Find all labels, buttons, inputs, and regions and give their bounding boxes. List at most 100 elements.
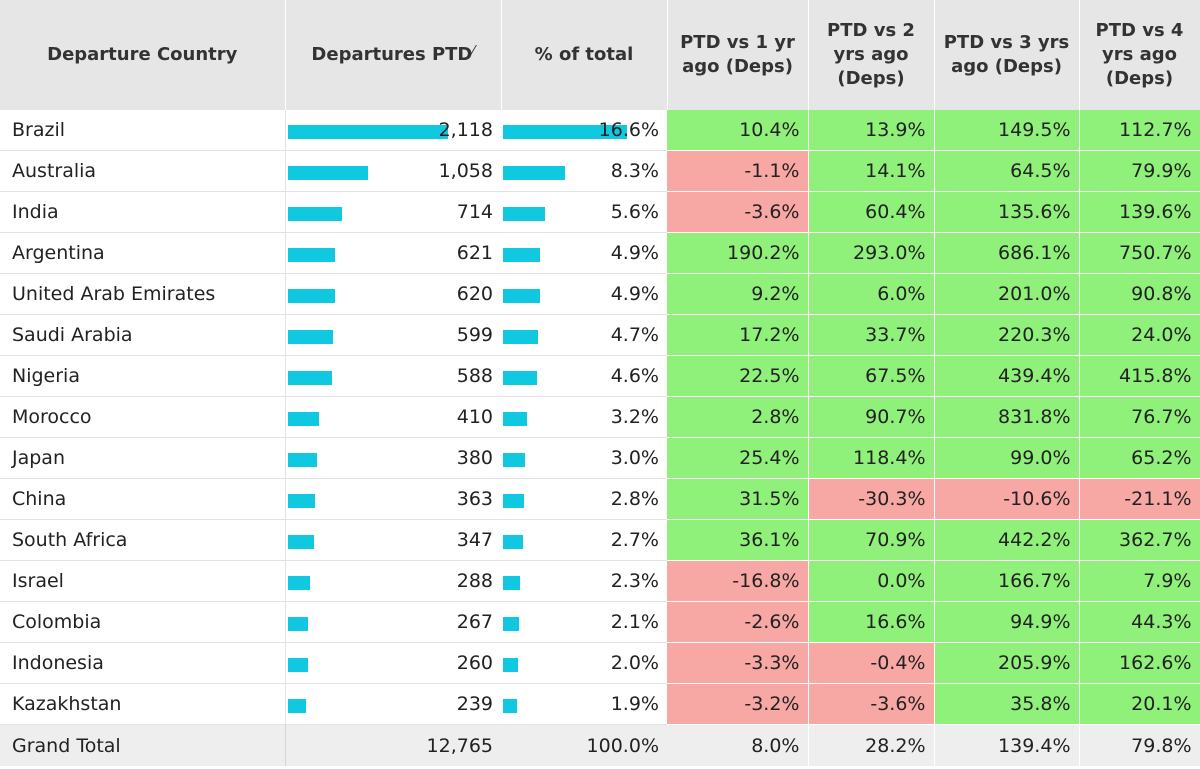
table-row[interactable]: Saudi Arabia 599 4.7% 17.2% 33.7% 220.3% 24.0% (0, 314, 1200, 356)
table-row[interactable]: Israel 288 2.3% -16.8% 0.0% 166.7% 7.9% (0, 560, 1200, 602)
ptd4-change-cell: 415.8% (1079, 355, 1200, 397)
country-cell: Indonesia (0, 642, 286, 684)
col-header-ptd3[interactable]: PTD vs 3 yrs ago (Deps) (934, 0, 1080, 110)
departures-cell: 363 (285, 478, 501, 520)
col-header-share[interactable]: % of total (501, 0, 668, 110)
share-cell: 2.7% (501, 519, 667, 561)
grand-total-ptd1: 8.0% (667, 724, 809, 766)
ptd1-change-cell: -2.6% (667, 601, 809, 643)
ptd1-change-cell: -1.1% (667, 150, 809, 192)
ptd3-change-cell: 442.2% (934, 519, 1080, 561)
share-cell: 5.6% (501, 191, 667, 233)
departures-bar (287, 412, 319, 426)
ptd1-change-cell: 10.4% (667, 110, 809, 151)
grand-total-share: 100.0% (501, 724, 667, 766)
ptd2-change-cell: 60.4% (808, 191, 935, 233)
departures-bar (287, 248, 335, 262)
departures-bar (287, 658, 308, 672)
ptd1-change-cell: -3.3% (667, 642, 809, 684)
share-value: 4.7% (610, 324, 659, 346)
country-cell: Saudi Arabia (0, 314, 286, 356)
departures-value: 620 (456, 283, 493, 305)
ptd2-change-cell: -30.3% (808, 478, 935, 520)
departures-cell: 260 (285, 642, 501, 684)
departures-value: 239 (456, 693, 493, 715)
departures-bar (287, 330, 333, 344)
col-header-ptd4[interactable]: PTD vs 4 yrs ago (Deps) (1079, 0, 1200, 110)
table-row[interactable]: Morocco 410 3.2% 2.8% 90.7% 831.8% 76.7% (0, 396, 1200, 438)
table-row[interactable]: Kazakhstan 239 1.9% -3.2% -3.6% 35.8% 20.1% (0, 683, 1200, 725)
header-row: Departure Country Departures PTD⁄ % of t… (0, 0, 1200, 110)
grand-total-row: Grand Total 12,765 100.0% 8.0% 28.2% 139.4% 79… (0, 724, 1200, 766)
ptd1-change-cell: 31.5% (667, 478, 809, 520)
share-bar (503, 617, 519, 631)
share-cell: 2.3% (501, 560, 667, 602)
country-cell: United Arab Emirates (0, 273, 286, 315)
ptd4-change-cell: 162.6% (1079, 642, 1200, 684)
table-row[interactable]: Japan 380 3.0% 25.4% 118.4% 99.0% 65.2% (0, 437, 1200, 479)
table-row[interactable]: China 363 2.8% 31.5% -30.3% -10.6% -21.1% (0, 478, 1200, 520)
share-bar (503, 494, 524, 508)
share-bar (503, 125, 627, 139)
departures-bar (287, 207, 342, 221)
table-row[interactable]: Colombia 267 2.1% -2.6% 16.6% 94.9% 44.3% (0, 601, 1200, 643)
ptd4-change-cell: 90.8% (1079, 273, 1200, 315)
share-bar (503, 289, 540, 303)
country-cell: Japan (0, 437, 286, 479)
country-cell: Colombia (0, 601, 286, 643)
share-value: 2.3% (610, 570, 659, 592)
ptd4-change-cell: 139.6% (1079, 191, 1200, 233)
share-cell: 1.9% (501, 683, 667, 725)
share-cell: 4.7% (501, 314, 667, 356)
departures-cell: 239 (285, 683, 501, 725)
ptd4-change-cell: 76.7% (1079, 396, 1200, 438)
col-header-departures-label: Departures PTD (311, 43, 473, 65)
table-body: Brazil 2,118 16.6% 10.4% 13.9% 149.5% 112.7% Au… (0, 110, 1200, 766)
table-row[interactable]: Nigeria 588 4.6% 22.5% 67.5% 439.4% 415.8% (0, 355, 1200, 397)
ptd3-change-cell: 686.1% (934, 232, 1080, 274)
departures-value: 2,118 (438, 119, 493, 141)
departures-bar (287, 166, 368, 180)
departures-value: 410 (456, 406, 493, 428)
share-bar (503, 658, 518, 672)
share-bar (503, 207, 545, 221)
table-row[interactable]: Indonesia 260 2.0% -3.3% -0.4% 205.9% 162.6% (0, 642, 1200, 684)
sort-descending-icon[interactable]: ⁄ (472, 43, 475, 59)
col-header-departures[interactable]: Departures PTD⁄ (285, 0, 502, 110)
ptd3-change-cell: 220.3% (934, 314, 1080, 356)
departures-value: 621 (456, 242, 493, 264)
col-header-ptd1[interactable]: PTD vs 1 yr ago (Deps) (667, 0, 809, 110)
grand-total-ptd4: 79.8% (1079, 724, 1200, 766)
col-header-ptd1-label: PTD vs 1 yr ago (Deps) (680, 31, 795, 77)
table-row[interactable]: Australia 1,058 8.3% -1.1% 14.1% 64.5% 79.9% (0, 150, 1200, 192)
share-value: 3.0% (610, 447, 659, 469)
departures-cell: 1,058 (285, 150, 501, 192)
col-header-ptd2[interactable]: PTD vs 2 yrs ago (Deps) (808, 0, 935, 110)
table-row[interactable]: South Africa 347 2.7% 36.1% 70.9% 442.2% 362.7… (0, 519, 1200, 561)
ptd4-change-cell: 7.9% (1079, 560, 1200, 602)
country-cell: China (0, 478, 286, 520)
table-row[interactable]: Argentina 621 4.9% 190.2% 293.0% 686.1% 750.7% (0, 232, 1200, 274)
ptd3-change-cell: 64.5% (934, 150, 1080, 192)
departures-cell: 267 (285, 601, 501, 643)
table-row[interactable]: United Arab Emirates 620 4.9% 9.2% 6.0% 201.0… (0, 273, 1200, 315)
ptd1-change-cell: 17.2% (667, 314, 809, 356)
col-header-country[interactable]: Departure Country (0, 0, 286, 110)
ptd2-change-cell: 33.7% (808, 314, 935, 356)
departures-value: 588 (456, 365, 493, 387)
grand-total-label: Grand Total (0, 724, 286, 766)
share-bar (503, 248, 540, 262)
ptd3-change-cell: 135.6% (934, 191, 1080, 233)
grand-total-departures: 12,765 (285, 724, 501, 766)
share-cell: 2.1% (501, 601, 667, 643)
table-row[interactable]: India 714 5.6% -3.6% 60.4% 135.6% 139.6% (0, 191, 1200, 233)
ptd2-change-cell: 90.7% (808, 396, 935, 438)
country-cell: Brazil (0, 110, 286, 151)
col-header-ptd2-label: PTD vs 2 yrs ago (Deps) (827, 19, 915, 90)
table-row[interactable]: Brazil 2,118 16.6% 10.4% 13.9% 149.5% 112.7% (0, 110, 1200, 151)
ptd1-change-cell: 9.2% (667, 273, 809, 315)
ptd1-change-cell: 36.1% (667, 519, 809, 561)
ptd2-change-cell: 70.9% (808, 519, 935, 561)
departures-cell: 588 (285, 355, 501, 397)
ptd4-change-cell: 65.2% (1079, 437, 1200, 479)
